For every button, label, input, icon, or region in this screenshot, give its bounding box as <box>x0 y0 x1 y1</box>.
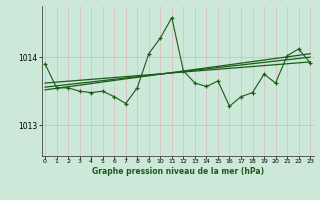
X-axis label: Graphe pression niveau de la mer (hPa): Graphe pression niveau de la mer (hPa) <box>92 167 264 176</box>
